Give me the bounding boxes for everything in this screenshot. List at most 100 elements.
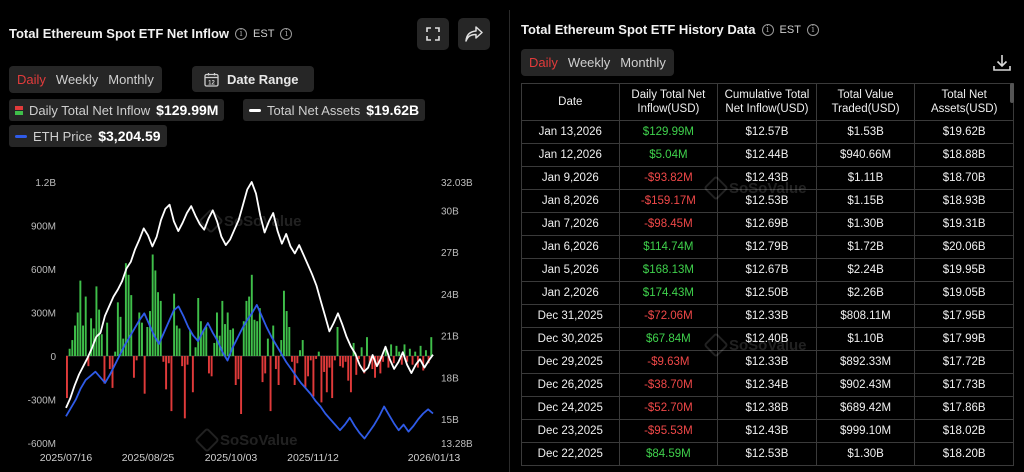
cell-net-assets: $17.73B [914, 373, 1014, 397]
table-row[interactable]: Jan 5,2026 $168.13M $12.67B $2.24B $19.95B [521, 258, 1014, 282]
inflow-bar [167, 356, 170, 364]
timezone-label: EST [779, 23, 801, 36]
cell-date: Jan 9,2026 [521, 166, 620, 190]
inflow-bar [363, 356, 366, 374]
table-row[interactable]: Jan 7,2026 -$98.45M $12.69B $1.30B $19.31B [521, 212, 1014, 236]
info-icon[interactable]: i [761, 23, 774, 36]
table-row[interactable]: Jan 8,2026 -$159.17M $12.53B $1.15B $18.93B [521, 189, 1014, 213]
inflow-bar [323, 356, 326, 372]
date-range-button[interactable]: 12 Date Range [192, 66, 314, 92]
inflow-bar [189, 329, 192, 356]
inflow-bar [347, 356, 350, 381]
cell-daily-inflow: -$159.17M [618, 189, 719, 213]
col-net-assets[interactable]: Total Net Assets(USD) [914, 83, 1014, 121]
inflow-bar [264, 356, 267, 374]
y-right-tick-label: 18B [441, 373, 459, 384]
table-row[interactable]: Jan 13,2026 $129.99M $12.57B $1.53B $19.62B [521, 120, 1014, 144]
inflow-bar [315, 356, 318, 359]
inflow-bar [406, 356, 409, 362]
table-row[interactable]: Jan 2,2026 $174.43M $12.50B $2.26B $19.05B [521, 281, 1014, 305]
tab-daily[interactable]: Daily [529, 55, 558, 70]
table-row[interactable]: Jan 12,2026 $5.04M $12.44B $940.66M $18.88B [521, 143, 1014, 167]
cell-cumulative-inflow: $12.43B [717, 419, 817, 443]
cell-daily-inflow: -$95.53M [618, 419, 719, 443]
sosovalue-logo-icon [703, 175, 729, 201]
inflow-bar [234, 356, 237, 385]
table-row[interactable]: Dec 26,2025 -$38.70M $12.34B $902.43M $17.73… [521, 373, 1014, 397]
legend-price[interactable]: ETH Price $3,204.59 [9, 125, 167, 147]
col-value-traded[interactable]: Total Value Traded(USD) [815, 83, 916, 121]
timezone-info-icon[interactable]: i [806, 23, 819, 36]
table-row[interactable]: Jan 6,2026 $114.74M $12.79B $1.72B $20.06B [521, 235, 1014, 259]
info-icon[interactable]: i [235, 27, 248, 40]
y-right-tick-label: 21B [441, 332, 459, 343]
table-row[interactable]: Dec 29,2025 -$9.63M $12.33B $892.33M $17.72B [521, 350, 1014, 374]
inflow-bar [213, 342, 216, 356]
cell-net-assets: $20.06B [914, 235, 1014, 259]
table-row[interactable]: Dec 22,2025 $84.59M $12.53B $1.30B $18.20B [521, 442, 1014, 466]
inflow-bar [253, 319, 256, 356]
timezone-info-icon[interactable]: i [280, 27, 293, 40]
cell-date: Jan 2,2026 [521, 281, 620, 305]
inflow-bar [304, 356, 307, 388]
y-left-tick-label: -300M [28, 396, 56, 407]
y-right-tick-label: 27B [441, 248, 459, 259]
tab-monthly[interactable]: Monthly [620, 55, 666, 70]
inflow-bar [384, 347, 387, 356]
inflow-bar [256, 321, 259, 356]
table-scrollbar[interactable] [1010, 83, 1014, 103]
inflow-bar [154, 270, 157, 356]
cell-net-assets: $17.95B [914, 304, 1014, 328]
fullscreen-button[interactable] [417, 18, 449, 50]
cell-date: Dec 29,2025 [521, 350, 620, 374]
history-table: Date Daily Total Net Inflow(USD) Cumulat… [521, 83, 1014, 466]
inflow-bar [210, 356, 213, 377]
table-row[interactable]: Dec 24,2025 -$52.70M $12.38B $689.42M $17.86… [521, 396, 1014, 420]
inflow-bar [382, 356, 385, 362]
inflow-bar [408, 348, 411, 356]
watermark-text: SoSoValue [220, 431, 298, 449]
col-cumulative-inflow[interactable]: Cumulative Total Net Inflow(USD) [717, 83, 817, 121]
net-inflow-chart[interactable]: 1.2B 900M 600M 300M 0 -300M -600M 32.03B 30B 27B 2… [0, 160, 505, 472]
col-date[interactable]: Date [521, 83, 620, 121]
x-tick-label: 2025/07/16 [40, 452, 93, 464]
col-daily-inflow[interactable]: Daily Total Net Inflow(USD) [618, 83, 719, 121]
table-row[interactable]: Jan 9,2026 -$93.82M $12.43B $1.11B $18.70B [521, 166, 1014, 190]
inflow-bar [341, 356, 344, 368]
download-icon[interactable] [991, 52, 1013, 74]
white-line-swatch-icon [249, 108, 261, 112]
table-row[interactable]: Dec 23,2025 -$95.53M $12.43B $999.10M $18.02… [521, 419, 1014, 443]
cell-value-traded: $2.26B [815, 281, 916, 305]
cell-cumulative-inflow: $12.43B [717, 166, 817, 190]
cell-value-traded: $689.42M [815, 396, 916, 420]
legend-assets[interactable]: Total Net Assets $19.62B [243, 99, 426, 121]
tab-weekly[interactable]: Weekly [55, 72, 99, 87]
tab-daily[interactable]: Daily [17, 72, 46, 87]
cell-net-assets: $17.99B [914, 327, 1014, 351]
cell-net-assets: $18.02B [914, 419, 1014, 443]
tab-monthly[interactable]: Monthly [108, 72, 154, 87]
cell-net-assets: $19.31B [914, 212, 1014, 236]
inflow-bar [114, 351, 117, 356]
share-button[interactable] [458, 18, 490, 50]
cell-net-assets: $19.05B [914, 281, 1014, 305]
inflow-bar [349, 356, 352, 393]
inflow-bar [266, 338, 269, 356]
legend-inflow[interactable]: Daily Total Net Inflow $129.99M [9, 99, 225, 121]
inflow-bar [157, 292, 160, 356]
inflow-bar [317, 351, 320, 356]
cell-net-assets: $19.62B [914, 120, 1014, 144]
tab-weekly[interactable]: Weekly [567, 55, 611, 70]
inflow-bar [127, 274, 130, 356]
chart-title-text: Total Ethereum Spot ETF Net Inflow [9, 26, 230, 41]
inflow-bar [162, 356, 165, 362]
cell-cumulative-inflow: $12.33B [717, 304, 817, 328]
table-row[interactable]: Dec 31,2025 -$72.06M $12.33B $808.11M $17.95… [521, 304, 1014, 328]
cell-daily-inflow: $114.74M [618, 235, 719, 259]
date-range-label: Date Range [227, 71, 299, 87]
inflow-bar [280, 340, 283, 356]
inflow-bar [390, 344, 393, 356]
cell-cumulative-inflow: $12.50B [717, 281, 817, 305]
watermark-bottom: SoSoValue [194, 427, 298, 453]
cell-date: Dec 22,2025 [521, 442, 620, 466]
